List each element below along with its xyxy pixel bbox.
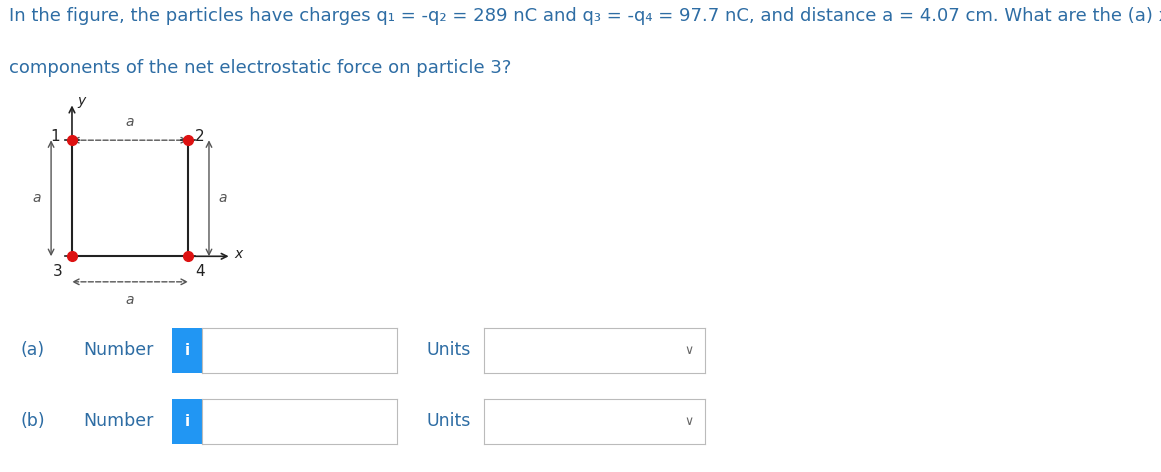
Text: Units: Units [426, 412, 470, 430]
Text: ∨: ∨ [685, 415, 694, 428]
Text: (a): (a) [21, 341, 45, 360]
Text: y: y [78, 94, 86, 108]
Text: (b): (b) [21, 412, 45, 430]
Text: In the figure, the particles have charges q₁ = -q₂ = 289 nC and q₃ = -q₄ = 97.7 : In the figure, the particles have charge… [9, 7, 1161, 25]
Text: 1: 1 [51, 129, 60, 144]
Text: x: x [235, 247, 243, 261]
Text: ∨: ∨ [685, 344, 694, 357]
Text: a: a [218, 191, 228, 205]
Text: i: i [185, 343, 189, 358]
Text: 2: 2 [195, 129, 204, 144]
Text: Number: Number [84, 412, 154, 430]
Text: 3: 3 [53, 264, 63, 279]
Text: a: a [125, 115, 135, 128]
Text: i: i [185, 414, 189, 429]
Text: components of the net electrostatic force on particle 3?: components of the net electrostatic forc… [9, 59, 512, 77]
Text: Units: Units [426, 341, 470, 360]
Text: Number: Number [84, 341, 154, 360]
Text: a: a [33, 191, 42, 205]
Text: a: a [125, 294, 135, 307]
Text: 4: 4 [195, 264, 204, 279]
